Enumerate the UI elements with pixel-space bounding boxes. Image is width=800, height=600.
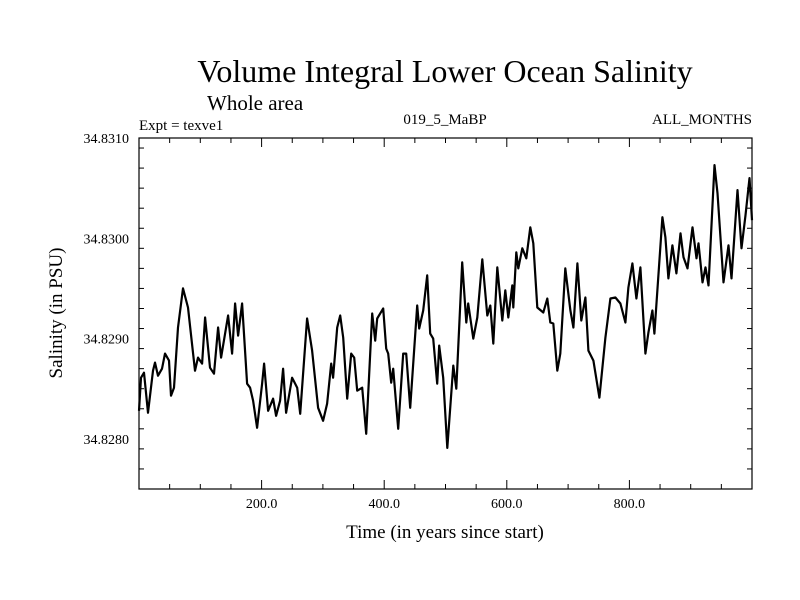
tick-marks (139, 138, 752, 489)
x-tick-label: 200.0 (246, 497, 278, 512)
tick-labels: 200.0 400.0 600.0 800.0 34.8280 34.8290 34.830… (84, 132, 646, 512)
axes (138, 137, 753, 490)
plot-frame (138, 137, 753, 490)
y-tick-label: 34.8300 (84, 232, 130, 247)
x-tick-label: 600.0 (491, 497, 523, 512)
salinity-series-line (137, 164, 754, 449)
y-tick-label: 34.8280 (84, 433, 130, 448)
months-label: ALL_MONTHS (652, 112, 752, 128)
x-tick-label: 400.0 (368, 497, 400, 512)
experiment-label: Expt = texve1 (139, 118, 223, 134)
x-axis-label: Time (in years since start) (346, 522, 544, 543)
period-label: 019_5_MaBP (403, 112, 486, 128)
chart-title: Volume Integral Lower Ocean Salinity (197, 53, 692, 89)
y-tick-label: 34.8310 (84, 132, 130, 147)
chart-subtitle: Whole area (207, 91, 304, 115)
x-tick-label: 800.0 (614, 497, 646, 512)
series-group (137, 164, 754, 449)
y-tick-label: 34.8290 (84, 333, 130, 348)
y-axis-label: Salinity (in PSU) (46, 248, 67, 379)
